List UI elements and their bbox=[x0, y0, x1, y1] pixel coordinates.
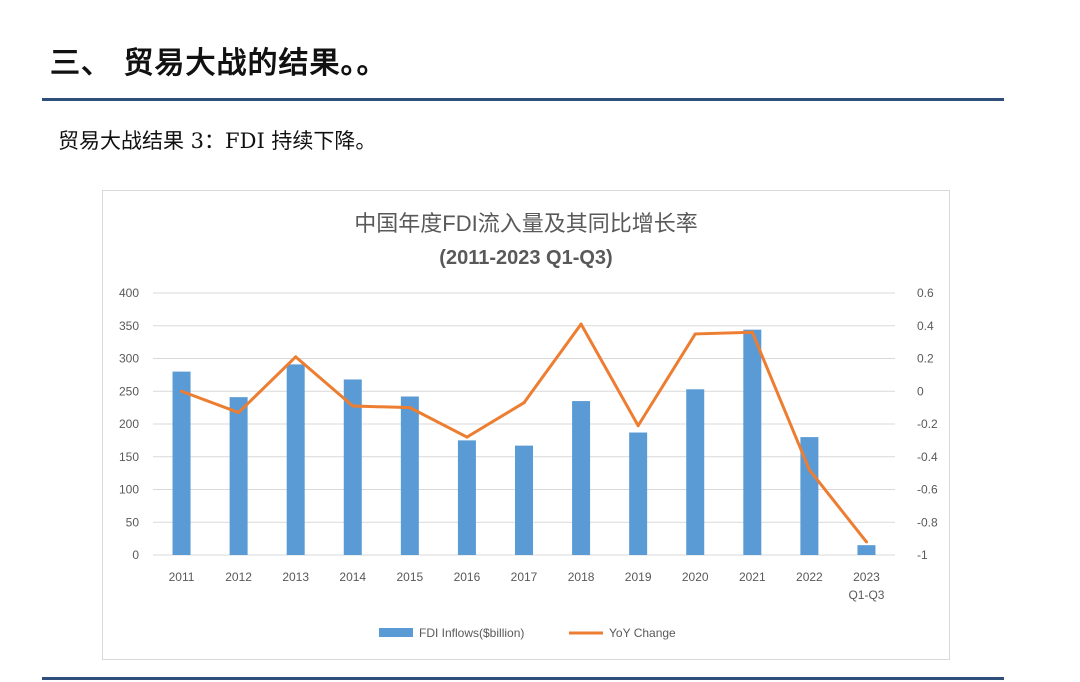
yoy-point bbox=[864, 540, 868, 544]
y-left-tick-label: 0 bbox=[132, 548, 139, 562]
y-left-tick-label: 200 bbox=[119, 417, 139, 431]
y-right-tick-label: 0 bbox=[917, 384, 924, 398]
chart-title: 中国年度FDI流入量及其同比增长率 bbox=[354, 211, 697, 236]
y-left-tick-label: 350 bbox=[119, 319, 139, 333]
footer-divider bbox=[42, 677, 1004, 680]
yoy-point bbox=[579, 322, 583, 326]
x-tick-label: 2015 bbox=[396, 570, 423, 584]
bar bbox=[457, 440, 476, 555]
x-tick-label: 2021 bbox=[739, 570, 766, 584]
x-tick-label: 2014 bbox=[339, 570, 366, 584]
x-tick-label: 2023 bbox=[853, 570, 880, 584]
fdi-chart: 中国年度FDI流入量及其同比增长率 (2011-2023 Q1-Q3) 0 50 100… bbox=[119, 211, 938, 640]
yoy-point bbox=[522, 401, 526, 405]
y-right-tick-label: -0.8 bbox=[917, 515, 938, 529]
yoy-point bbox=[750, 330, 754, 334]
bar bbox=[229, 397, 248, 555]
yoy-point bbox=[180, 389, 184, 393]
legend-label-yoy: YoY Change bbox=[609, 626, 676, 640]
y-right-tick-label: 0.4 bbox=[917, 319, 934, 333]
y-right-tick-label: -1 bbox=[917, 548, 928, 562]
yoy-point bbox=[636, 424, 640, 428]
x-tick-label: 2020 bbox=[682, 570, 709, 584]
y-left-tick-label: 400 bbox=[119, 286, 139, 300]
legend-label-fdi: FDI Inflows($billion) bbox=[419, 626, 524, 640]
bar bbox=[743, 329, 762, 555]
x-tick-label: Q1-Q3 bbox=[848, 588, 884, 602]
yoy-point bbox=[294, 355, 298, 359]
x-tick-label: 2013 bbox=[282, 570, 309, 584]
x-tick-label: 2018 bbox=[568, 570, 595, 584]
chart-frame: 中国年度FDI流入量及其同比增长率 (2011-2023 Q1-Q3) 0 50 100… bbox=[102, 190, 950, 660]
bar bbox=[686, 389, 705, 555]
y-left-tick-label: 100 bbox=[119, 483, 139, 497]
y-left-tick-label: 300 bbox=[119, 352, 139, 366]
y-right-tick-label: -0.2 bbox=[917, 417, 938, 431]
y-left-tick-label: 250 bbox=[119, 384, 139, 398]
yoy-point bbox=[693, 332, 697, 336]
x-tick-label: 2012 bbox=[225, 570, 252, 584]
bar bbox=[515, 445, 533, 555]
bar bbox=[857, 545, 876, 555]
bar bbox=[629, 432, 648, 555]
bar bbox=[400, 396, 419, 555]
x-tick-label: 2022 bbox=[796, 570, 823, 584]
y-right-tick-label: -0.6 bbox=[917, 483, 938, 497]
yoy-point bbox=[807, 468, 811, 472]
section-divider bbox=[42, 98, 1004, 101]
yoy-point bbox=[351, 404, 355, 408]
y-left-tick-label: 150 bbox=[119, 450, 139, 464]
bar bbox=[286, 364, 305, 555]
legend-swatch-fdi bbox=[379, 628, 413, 637]
section-caption: 贸易大战结果 3：FDI 持续下降。 bbox=[58, 129, 377, 153]
yoy-point bbox=[465, 435, 469, 439]
y-left-tick-label: 50 bbox=[126, 515, 140, 529]
bar bbox=[800, 437, 819, 555]
bar bbox=[572, 401, 591, 555]
yoy-point bbox=[408, 406, 412, 410]
x-tick-label: 2016 bbox=[454, 570, 481, 584]
x-tick-label: 2019 bbox=[625, 570, 652, 584]
yoy-point bbox=[237, 411, 241, 415]
section-title: 三、 贸易大战的结果。。 bbox=[50, 46, 388, 81]
bar bbox=[343, 379, 362, 555]
y-right-tick-label: -0.4 bbox=[917, 450, 938, 464]
y-right-tick-label: 0.6 bbox=[917, 286, 934, 300]
y-right-tick-label: 0.2 bbox=[917, 352, 934, 366]
x-tick-label: 2017 bbox=[511, 570, 538, 584]
x-tick-label: 2011 bbox=[169, 570, 195, 584]
bar bbox=[172, 371, 191, 555]
chart-subtitle: (2011-2023 Q1-Q3) bbox=[439, 247, 612, 269]
